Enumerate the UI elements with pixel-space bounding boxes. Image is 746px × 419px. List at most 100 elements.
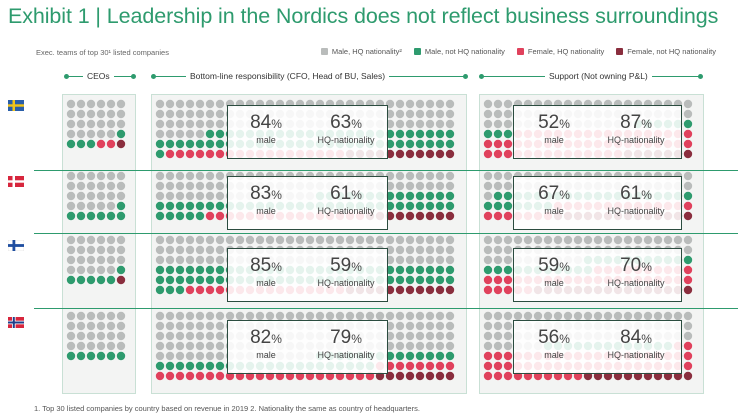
bottom-line-dot	[215, 361, 225, 371]
bottom-line-dot	[415, 171, 425, 181]
bottom-line-dot	[215, 171, 225, 181]
bottom-line-dot	[185, 311, 195, 321]
bottom-line-dot	[205, 321, 215, 331]
support-dot	[683, 265, 693, 275]
ceo-dot	[66, 171, 76, 181]
bottom-line-dot	[415, 361, 425, 371]
bottom-line-dot	[205, 361, 215, 371]
bottom-line-dot	[445, 139, 455, 149]
bottom-line-dot	[445, 321, 455, 331]
bottom-line-dot	[195, 171, 205, 181]
bottom-line-dot	[235, 235, 245, 245]
support-header-dot-left	[479, 74, 484, 79]
bottom-line-dot	[425, 361, 435, 371]
support-dot	[483, 361, 493, 371]
ceo-dot	[76, 99, 86, 109]
ceo-dot	[96, 341, 106, 351]
legend: Male, HQ nationality² Male, not HQ natio…	[320, 47, 716, 56]
ceo-dot	[66, 109, 76, 119]
bottom-line-dot	[405, 139, 415, 149]
bottom-line-dot	[395, 235, 405, 245]
support-dot	[563, 235, 573, 245]
support-dot	[483, 211, 493, 221]
bottom-line-dot	[205, 235, 215, 245]
bottom-line-dot	[165, 285, 175, 295]
ceo-dot	[76, 201, 86, 211]
bottom-line-dot	[165, 255, 175, 265]
bottom-line-dot	[245, 235, 255, 245]
legend-swatch	[616, 48, 624, 55]
support-dot	[483, 191, 493, 201]
support-dot	[493, 149, 503, 159]
support-dot	[493, 351, 503, 361]
bottom-line-dot	[445, 191, 455, 201]
support-dot	[683, 275, 693, 285]
bottom-line-dot	[165, 235, 175, 245]
bottom-line-dot	[165, 119, 175, 129]
bottom-line-dot	[445, 341, 455, 351]
bottom-line-dot	[205, 139, 215, 149]
bottom-line-dot	[435, 181, 445, 191]
bottom-line-dot	[435, 371, 445, 381]
ceo-dot	[116, 129, 126, 139]
ceo-dot	[106, 245, 116, 255]
bottom-line-dot	[415, 201, 425, 211]
hq-label: HQ-nationality	[317, 278, 375, 288]
percent-sign: %	[641, 117, 652, 131]
ceo-dot	[116, 119, 126, 129]
ceo-dot	[86, 265, 96, 275]
ceo-dot	[116, 341, 126, 351]
bottom-line-dot	[175, 275, 185, 285]
sweden-flag-icon	[8, 100, 24, 111]
bottom-line-dot	[445, 211, 455, 221]
ceo-dot	[66, 331, 76, 341]
bottom-line-dot	[155, 211, 165, 221]
support-dot	[623, 311, 633, 321]
bottom-line-dot	[385, 235, 395, 245]
ceo-dot	[96, 275, 106, 285]
bottom-line-dot	[205, 341, 215, 351]
bottom-line-dot	[415, 371, 425, 381]
bottom-line-dot	[445, 235, 455, 245]
ceo-dot	[86, 191, 96, 201]
support-dot	[683, 245, 693, 255]
bottom-line-dot	[155, 109, 165, 119]
hq-stat: 59% HQ-nationality	[306, 255, 386, 289]
ceo-dot	[66, 191, 76, 201]
hq-percentage: 70	[620, 255, 642, 276]
bottom-line-dot	[435, 341, 445, 351]
support-dot	[483, 311, 493, 321]
bottom-line-dot	[195, 129, 205, 139]
support-dot	[503, 129, 513, 139]
bottom-line-dot	[415, 129, 425, 139]
legend-item: Female, HQ nationality	[516, 47, 604, 56]
bottom-line-dot	[425, 171, 435, 181]
bottom-line-dot	[395, 129, 405, 139]
ceo-dot	[76, 311, 86, 321]
bottom-line-dot	[425, 255, 435, 265]
support-dot	[503, 311, 513, 321]
ceo-dot	[96, 119, 106, 129]
ceo-dot	[116, 245, 126, 255]
hq-percentage: 63	[330, 112, 352, 133]
support-dot	[583, 311, 593, 321]
ceo-dot	[106, 341, 116, 351]
bottom-line-dot	[205, 211, 215, 221]
percent-sign: %	[351, 117, 362, 131]
support-dot	[483, 129, 493, 139]
bottom-line-dot	[435, 321, 445, 331]
ceo-dot	[86, 119, 96, 129]
bottom-line-dot	[425, 139, 435, 149]
ceo-dot	[96, 129, 106, 139]
bottom-line-dot	[175, 99, 185, 109]
bottom-line-dot	[175, 341, 185, 351]
ceo-dot	[76, 341, 86, 351]
ceo-dot	[86, 255, 96, 265]
bottom-line-dot	[405, 211, 415, 221]
ceo-dot	[116, 265, 126, 275]
bottom-line-dot	[395, 245, 405, 255]
ceo-dot	[96, 211, 106, 221]
bottom-line-dot	[415, 275, 425, 285]
bottom-line-dot	[425, 129, 435, 139]
support-dot	[483, 341, 493, 351]
